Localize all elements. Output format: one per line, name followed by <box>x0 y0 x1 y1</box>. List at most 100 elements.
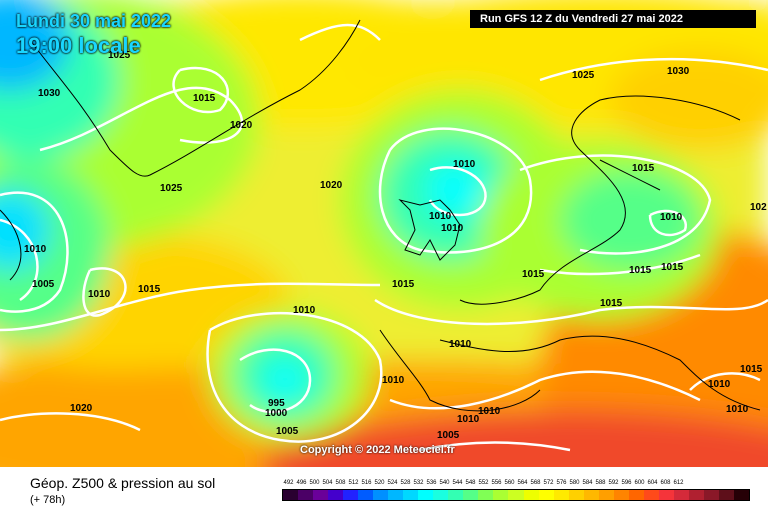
scale-label: 544 <box>452 480 463 486</box>
scale-swatch <box>373 490 389 500</box>
isobar-label: 1030 <box>38 88 61 99</box>
copyright: Copyright © 2022 Meteociel.fr <box>300 444 455 456</box>
legend-title: Géop. Z500 & pression au sol <box>30 475 216 491</box>
isobar-label: 1015 <box>632 163 655 174</box>
isobar-label: 1010 <box>429 211 452 222</box>
isobar-label: 1010 <box>453 159 476 170</box>
scale-swatch <box>538 490 554 500</box>
scale-swatch <box>658 490 674 500</box>
scale-swatch <box>433 490 449 500</box>
scale-swatch <box>403 490 419 500</box>
scale-label: 560 <box>504 480 515 486</box>
scale-label: 536 <box>426 480 437 486</box>
scale-swatch <box>583 490 599 500</box>
run-info: Run GFS 12 Z du Vendredi 27 mai 2022 <box>470 10 756 28</box>
isobar-label: 1020 <box>70 403 93 414</box>
scale-swatch <box>478 490 494 500</box>
isobar-label: 1010 <box>726 404 749 415</box>
scale-swatch <box>298 490 314 500</box>
scale-label: 556 <box>491 480 502 486</box>
scale-label: 516 <box>361 480 372 486</box>
scale-label: 612 <box>673 480 684 486</box>
isobar-label: 995 <box>268 398 285 409</box>
scale-swatch <box>523 490 539 500</box>
isobar-label: 1010 <box>708 379 731 390</box>
scale-swatch <box>553 490 569 500</box>
scale-swatch <box>598 490 614 500</box>
isobar-label: 1010 <box>457 414 480 425</box>
scale-swatch <box>358 490 374 500</box>
isobar-label: 1015 <box>740 364 763 375</box>
scale-swatch <box>733 490 749 500</box>
weather-map: 1025 1030 1015 1020 1025 1025 1030 1020 1010 1015… <box>0 0 768 467</box>
scale-label: 608 <box>660 480 671 486</box>
scale-label: 580 <box>569 480 580 486</box>
isobar-label: 1025 <box>108 50 131 61</box>
scale-swatch <box>388 490 404 500</box>
isobar-label: 1015 <box>193 93 216 104</box>
scale-swatch <box>643 490 659 500</box>
scale-label: 576 <box>556 480 567 486</box>
scale-label: 512 <box>348 480 359 486</box>
scale-swatch <box>613 490 629 500</box>
scale-label: 588 <box>595 480 606 486</box>
scale-label: 564 <box>517 480 528 486</box>
isobar-label: 1015 <box>629 265 652 276</box>
scale-swatch <box>688 490 704 500</box>
isobar-label: 1010 <box>660 212 683 223</box>
scale-swatch <box>328 490 344 500</box>
scale-label: 568 <box>530 480 541 486</box>
scale-swatch <box>718 490 734 500</box>
scale-swatch <box>463 490 479 500</box>
scale-label: 528 <box>400 480 411 486</box>
isobar-label: 1015 <box>392 279 415 290</box>
scale-label: 532 <box>413 480 424 486</box>
scale-swatch <box>493 490 509 500</box>
scale-swatch <box>313 490 329 500</box>
scale-swatch <box>703 490 719 500</box>
scale-labels: 492 496 500 504 508 512 516 520 524 528 532 536 540 5… <box>282 480 750 486</box>
isobar-label: 1010 <box>449 339 472 350</box>
forecast-time: 19:00 locale <box>16 33 141 58</box>
scale-label: 596 <box>621 480 632 486</box>
scale-label: 592 <box>608 480 619 486</box>
isobar-label: 1005 <box>32 279 55 290</box>
isobar-label: 1015 <box>661 262 684 273</box>
isobar-label: 1010 <box>88 289 111 300</box>
isobar-label: 1015 <box>138 284 161 295</box>
color-scale <box>282 489 750 501</box>
scale-label: 572 <box>543 480 554 486</box>
scale-swatch <box>418 490 434 500</box>
scale-swatch <box>283 490 299 500</box>
scale-label: 500 <box>309 480 320 486</box>
isobar-label: 1010 <box>293 305 316 316</box>
scale-swatch <box>568 490 584 500</box>
geopotential-field <box>0 0 768 467</box>
isobar-label: 1010 <box>441 223 464 234</box>
scale-label: 604 <box>647 480 658 486</box>
forecast-date: Lundi 30 mai 2022 <box>16 11 172 31</box>
scale-label: 508 <box>335 480 346 486</box>
isobar-label: 1025 <box>160 183 183 194</box>
scale-label: 520 <box>374 480 385 486</box>
isobar-label: 1005 <box>276 426 299 437</box>
isobar-label: 1015 <box>522 269 545 280</box>
scale-swatch <box>448 490 464 500</box>
scale-label: 600 <box>634 480 645 486</box>
scale-swatch <box>508 490 524 500</box>
scale-label: 584 <box>582 480 593 486</box>
isobar-label: 1010 <box>24 244 47 255</box>
legend-subtitle: (+ 78h) <box>30 494 66 506</box>
scale-label: 524 <box>387 480 398 486</box>
coastlines <box>0 19 761 412</box>
isobar-label: 1030 <box>667 66 690 77</box>
scale-label: 540 <box>439 480 450 486</box>
isobar-label: 1010 <box>382 375 405 386</box>
isobar-label: 1005 <box>437 430 460 441</box>
legend-panel: Géop. Z500 & pression au sol (+ 78h) 492… <box>0 467 768 512</box>
scale-label: 492 <box>283 480 294 486</box>
isobar-label: 1025 <box>572 70 595 81</box>
isobar-label: 102 <box>750 202 767 213</box>
isobar-label: 1000 <box>265 408 288 419</box>
isobar-label: 1020 <box>320 180 343 191</box>
